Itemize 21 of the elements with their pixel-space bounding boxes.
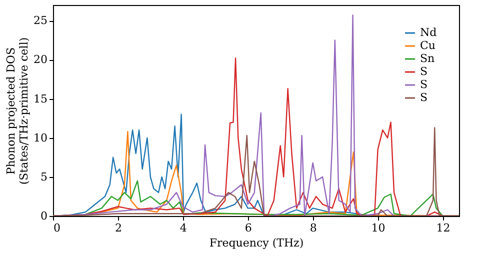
y-tick-label: 5	[40, 170, 48, 184]
y-tick-label: 10	[34, 131, 48, 144]
legend-label: Sn	[420, 52, 435, 65]
y-tick-label: 15	[34, 92, 48, 106]
legend-label: Cu	[420, 39, 436, 52]
x-tick-label: 2	[114, 222, 122, 234]
y-tick-label: 25	[34, 14, 48, 28]
y-tick-label: 20	[34, 53, 48, 66]
y-tick-label: 0	[40, 210, 48, 222]
y-axis-title: Phonon projected DOS (States/THz·primitive cell)	[4, 37, 31, 185]
x-tick-label: 8	[310, 222, 317, 234]
legend-label: S	[420, 91, 428, 104]
x-tick-label: 6	[244, 222, 252, 234]
x-tick-label: 10	[371, 222, 386, 234]
x-tick-label: 12	[436, 222, 450, 234]
x-tick-label: 4	[180, 222, 187, 234]
x-tick-label: 0	[54, 222, 60, 234]
legend-label: Nd	[420, 26, 437, 39]
x-axis-title: Frequency (THz)	[209, 236, 304, 250]
legend-label: S	[420, 65, 428, 78]
legend-label: S	[420, 78, 428, 91]
